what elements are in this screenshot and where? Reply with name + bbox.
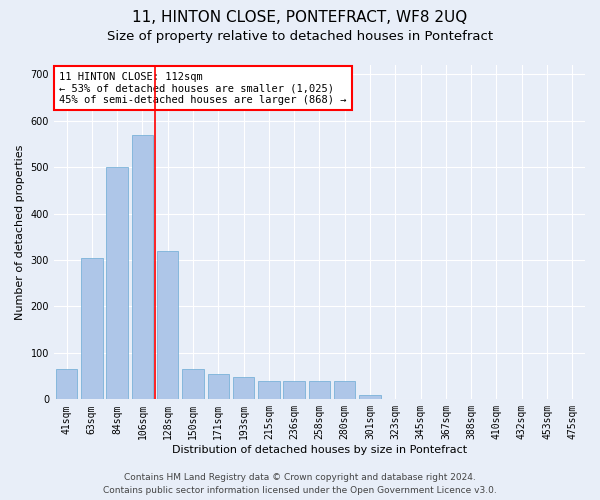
Bar: [359, 394, 381, 400]
Bar: [208, 374, 229, 400]
Bar: [233, 377, 254, 400]
Bar: [283, 381, 305, 400]
Text: 11 HINTON CLOSE: 112sqm
← 53% of detached houses are smaller (1,025)
45% of semi: 11 HINTON CLOSE: 112sqm ← 53% of detache…: [59, 72, 347, 105]
Bar: [81, 258, 103, 400]
Bar: [106, 167, 128, 400]
Text: 11, HINTON CLOSE, PONTEFRACT, WF8 2UQ: 11, HINTON CLOSE, PONTEFRACT, WF8 2UQ: [133, 10, 467, 25]
Text: Size of property relative to detached houses in Pontefract: Size of property relative to detached ho…: [107, 30, 493, 43]
Y-axis label: Number of detached properties: Number of detached properties: [15, 144, 25, 320]
Bar: [131, 134, 153, 400]
Text: Contains HM Land Registry data © Crown copyright and database right 2024.
Contai: Contains HM Land Registry data © Crown c…: [103, 474, 497, 495]
Bar: [309, 381, 330, 400]
Bar: [182, 369, 204, 400]
X-axis label: Distribution of detached houses by size in Pontefract: Distribution of detached houses by size …: [172, 445, 467, 455]
Bar: [258, 381, 280, 400]
Bar: [334, 381, 355, 400]
Bar: [157, 250, 178, 400]
Bar: [56, 369, 77, 400]
